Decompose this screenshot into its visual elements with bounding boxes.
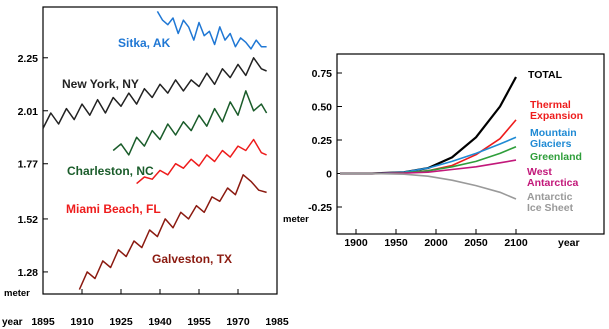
series-line-charleston-nc [112, 90, 268, 156]
left-y-axis-label: meter [4, 288, 30, 299]
label-sitka-ak: Sitka, AK [118, 36, 171, 50]
label-total: TOTAL [528, 69, 563, 81]
left-chart-frame [42, 6, 278, 295]
right-x-tick-label: 1900 [344, 237, 368, 249]
right-y-tick-label: 0.50 [312, 102, 333, 114]
right-y-tick-label: 0.25 [312, 135, 333, 147]
series-line-antarctic-ice-sheet [340, 172, 517, 200]
right-x-tick-label: 2100 [504, 237, 528, 249]
left-y-tick-label: 1.52 [18, 214, 39, 226]
left-x-axis-label: year [2, 317, 23, 328]
label-new-york-ny: New York, NY [62, 77, 139, 91]
right-y-tick-label: -0.25 [308, 202, 332, 214]
left-x-tick-label: 1910 [70, 316, 94, 328]
right-chart: 0.750.500.250-0.25 1900 1950 2000 2050 2100 … [283, 53, 605, 249]
label-antarctic-ice-sheet: Antarctic Ice Sheet [527, 191, 574, 214]
right-x-tick-label: 1950 [384, 237, 408, 249]
left-y-tick-label: 1.28 [18, 267, 39, 279]
left-x-ticks: 1895 1910 1925 1940 1955 1970 1985 [31, 289, 289, 328]
series-line-greenland [340, 145, 517, 175]
series-line-west-antarctica [340, 159, 517, 175]
series-line-miami-beach-fl [136, 138, 267, 185]
series-line-new-york-ny [42, 57, 267, 129]
left-series-labels: Sitka, AK New York, NY Charleston, NC Miami… [62, 36, 232, 266]
left-x-tick-label: 1925 [109, 316, 133, 328]
left-y-tick-label: 2.01 [18, 106, 39, 118]
right-chart-frame [336, 53, 605, 235]
left-x-tick-label: 1955 [187, 316, 211, 328]
left-x-tick-label: 1970 [226, 316, 250, 328]
left-y-tick-label: 1.77 [18, 159, 39, 171]
right-y-tick-label: 0.75 [312, 68, 333, 80]
label-miami-beach-fl: Miami Beach, FL [66, 202, 161, 216]
right-series-group [340, 76, 517, 200]
left-y-ticks: 1.28 1.52 1.77 2.01 2.25 [18, 53, 48, 279]
left-x-tick-label: 1985 [265, 316, 289, 328]
series-line-sitka-ak [156, 11, 267, 50]
label-west-antarctica: West Antarctica [527, 166, 579, 189]
label-galveston-tx: Galveston, TX [152, 252, 232, 266]
right-x-tick-label: 2000 [424, 237, 448, 249]
label-mountain-glaciers: Mountain Glaciers [530, 127, 577, 150]
left-chart: 1.28 1.52 1.77 2.01 2.25 1895 1910 1925 1940 195… [2, 6, 289, 328]
series-line-mountain-glaciers [340, 136, 517, 175]
right-x-tick-label: 2050 [464, 237, 488, 249]
label-greenland: Greenland [530, 151, 582, 163]
series-line-thermal-expansion [340, 119, 517, 175]
right-series-labels: TOTAL Thermal Expansion Mountain GlaciersGre… [527, 69, 583, 214]
left-x-tick-label: 1940 [148, 316, 172, 328]
series-line-galveston-tx [78, 174, 267, 290]
right-y-axis-label: meter [283, 214, 309, 225]
right-y-ticks: 0.75 0.50 0.25 0 -0.25 [308, 68, 342, 214]
left-series-group [42, 11, 268, 290]
right-x-ticks: 1900 1950 2000 2050 2100 [344, 229, 528, 249]
series-line-total [340, 76, 517, 175]
label-charleston-nc: Charleston, NC [67, 164, 154, 178]
right-y-tick-label: 0 [326, 169, 332, 181]
right-x-axis-label: year [558, 237, 580, 249]
left-x-tick-label: 1895 [31, 316, 55, 328]
left-y-tick-label: 2.25 [18, 53, 39, 65]
label-thermal-expansion: Thermal Expansion [530, 99, 583, 122]
